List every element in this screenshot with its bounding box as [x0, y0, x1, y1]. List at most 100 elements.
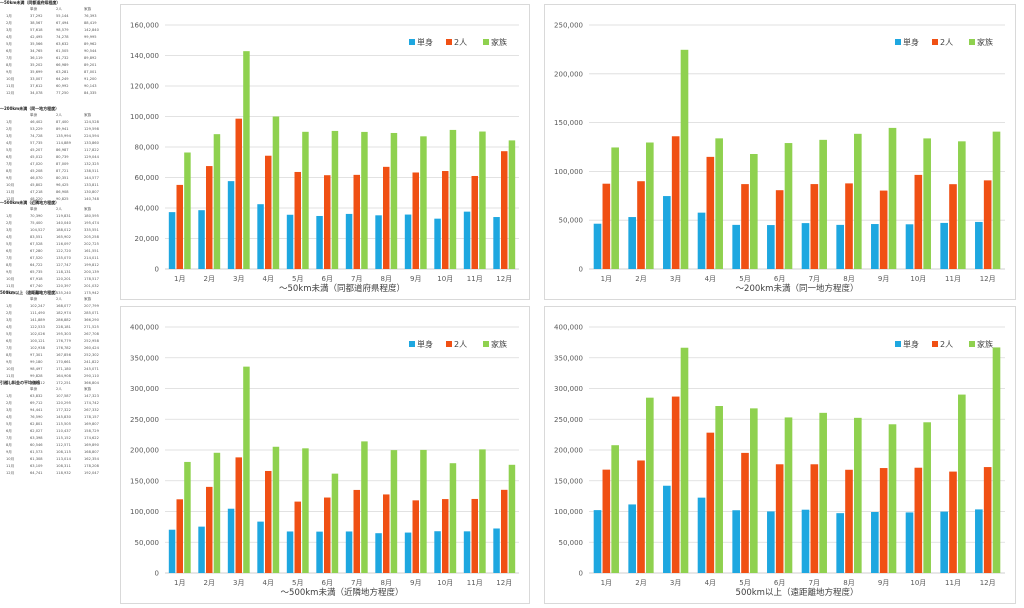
x-tick-label: 2月: [204, 275, 215, 283]
legend-label: 単身: [417, 339, 433, 349]
sheet-cell: 10月: [6, 367, 15, 371]
bar: [923, 138, 931, 269]
bar: [442, 171, 449, 269]
sheet-cell: 8月: [6, 169, 12, 173]
x-tick-label: 6月: [322, 579, 333, 587]
bar: [663, 196, 671, 269]
sheet-cell: 201,032: [84, 284, 99, 288]
legend-swatch: [409, 341, 415, 347]
sheet-cell: 228,181: [56, 325, 71, 329]
bar: [992, 131, 1001, 269]
legend-label: 単身: [903, 37, 919, 47]
sheet-cell: 87,001: [84, 70, 97, 74]
sheet-cell: 3月: [6, 28, 12, 32]
sheet-cell: 8月: [6, 63, 12, 67]
y-tick-label: 250,000: [130, 416, 159, 424]
x-tick-label: 10月: [437, 275, 453, 283]
sheet-cell: 77,250: [56, 91, 69, 95]
x-tick-label: 12月: [980, 579, 996, 587]
bar: [784, 417, 793, 573]
bar: [235, 457, 242, 573]
sheet-cell: 169,890: [84, 443, 99, 447]
sheet-cell: 76,590: [30, 415, 43, 419]
sheet-cell: 102,247: [30, 304, 45, 308]
bar: [449, 463, 457, 573]
bar: [819, 412, 827, 573]
y-tick-label: 50,000: [559, 217, 584, 225]
legend-label: 単身: [417, 37, 433, 47]
sheet-cell: 162,354: [84, 457, 99, 461]
x-tick-label: 8月: [381, 275, 392, 283]
sheet-cell: 64,249: [56, 77, 69, 81]
bar: [741, 452, 749, 573]
bar: [168, 529, 176, 573]
bar: [471, 498, 478, 573]
sheet-cell: 12月: [6, 291, 15, 295]
bar: [958, 141, 966, 269]
bar: [905, 512, 914, 573]
sheet-cell: 98,579: [56, 28, 69, 32]
sheet-cell: 35,202: [30, 63, 43, 67]
sheet-cell: 129,044: [84, 155, 99, 159]
x-tick-label: 6月: [774, 579, 785, 587]
bar: [420, 136, 427, 269]
sheet-cell: 3月: [6, 318, 12, 322]
sheet-cell: 120,295: [56, 401, 71, 405]
legend-label: 2人: [454, 38, 467, 47]
bar: [463, 531, 471, 573]
sheet-cell: 47,020: [30, 162, 43, 166]
sheet-cell: 107,587: [56, 394, 71, 398]
sheet-row: 4月 122,533 228,181 271,525: [0, 324, 112, 331]
sheet-cell: 132,325: [84, 162, 99, 166]
sheet-cell: 129,598: [84, 127, 99, 131]
sheet-cell: 10月: [6, 77, 15, 81]
sheet-cell: 114,889: [56, 141, 71, 145]
bar: [914, 174, 923, 269]
sheet-cell: 108,115: [56, 450, 71, 454]
sheet-header-row: 単身 2人 家族: [0, 386, 112, 393]
legend-swatch: [895, 39, 901, 45]
legend-label: 家族: [977, 339, 993, 349]
sheet-cell: 168,807: [84, 450, 99, 454]
sheet-cell: 86,987: [56, 148, 69, 152]
sheet-cell: 252,958: [84, 339, 99, 343]
bar: [879, 190, 888, 269]
sheet-cell: 45,802: [30, 183, 43, 187]
bar: [949, 184, 957, 269]
sheet-cell: 11月: [6, 84, 15, 88]
y-tick-label: 250,000: [554, 416, 583, 424]
sheet-cell: 6月: [6, 339, 12, 343]
sheet-cell: 252,302: [84, 353, 99, 357]
y-tick-label: 100,000: [130, 113, 159, 121]
sheet-cell: 53,229: [30, 127, 43, 131]
sheet-cell: 94,441: [30, 408, 43, 412]
sheet-row: 10月 45,802 96,425 133,811: [0, 182, 112, 189]
x-tick-label: 7月: [351, 275, 362, 283]
chart-title: 〜200km未満（同一地方程度）: [736, 283, 859, 294]
sheet-cell: 120,201: [56, 277, 71, 281]
sheet-cell: 35,566: [30, 42, 43, 46]
bar: [501, 489, 508, 573]
sheet-cell: 45,208: [30, 169, 43, 173]
sheet-col-header: 単身: [30, 7, 38, 11]
bar: [602, 183, 611, 269]
y-tick-label: 400,000: [554, 324, 583, 332]
bar: [442, 499, 449, 573]
bar: [265, 470, 272, 573]
sheet-cell: 1月: [6, 394, 12, 398]
bar: [390, 132, 398, 269]
bar: [854, 417, 862, 573]
bar: [750, 408, 758, 573]
sheet-cell: 7月: [6, 436, 12, 440]
spreadsheet-data-area: 〜50km未満（同都道府県程度） 単身 2人 家族 1月 37,292 55,144 76,3…: [0, 0, 112, 608]
sheet-cell: 267,332: [84, 408, 99, 412]
sheet-cell: 260,424: [84, 346, 99, 350]
bar: [888, 424, 897, 573]
x-tick-label: 4月: [263, 275, 274, 283]
sheet-cell: 130,807: [84, 190, 99, 194]
sheet-row: 6月 100,121 176,779 252,958: [0, 338, 112, 345]
sheet-cell: 6月: [6, 155, 12, 159]
legend-label: 2人: [940, 38, 953, 47]
sheet-row: 8月 97,301 167,856 252,302: [0, 352, 112, 359]
sheet-cell: 1月: [6, 14, 12, 18]
